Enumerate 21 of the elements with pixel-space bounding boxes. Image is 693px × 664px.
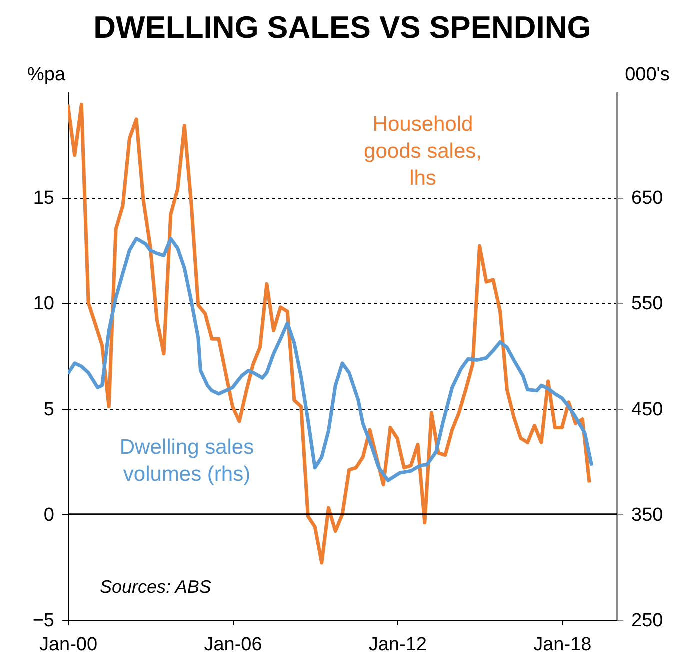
y2-tick-label: 450 (632, 399, 664, 420)
y2-axis-title: 000's (625, 64, 670, 86)
y2-tick-label: 650 (632, 188, 664, 210)
text: Household goods sales, lhs (364, 113, 482, 190)
y2-tick-label: 550 (632, 294, 664, 315)
y-tick-label: 5 (44, 399, 54, 420)
y-axis-title: %pa (27, 64, 66, 86)
text: Dwelling sales volumes (rhs) (120, 436, 254, 486)
x-tick-label: Jan-18 (534, 634, 592, 656)
y2-tick-label: 350 (632, 504, 664, 526)
x-tick-label: Jan-06 (204, 634, 262, 656)
line-series (68, 102, 592, 565)
chart-title: DWELLING SALES VS SPENDING (94, 10, 592, 45)
y-tick-label: −5 (32, 610, 54, 632)
y-tick-label: 10 (33, 294, 54, 315)
y2-tick-label: 250 (632, 610, 664, 632)
y-tick-label: 15 (33, 188, 54, 210)
y-tick-label: 0 (44, 504, 54, 526)
annotation: Sources: ABS (100, 577, 212, 597)
x-tick-label: Jan-12 (368, 634, 427, 656)
x-tick-label: Jan-00 (39, 634, 98, 656)
